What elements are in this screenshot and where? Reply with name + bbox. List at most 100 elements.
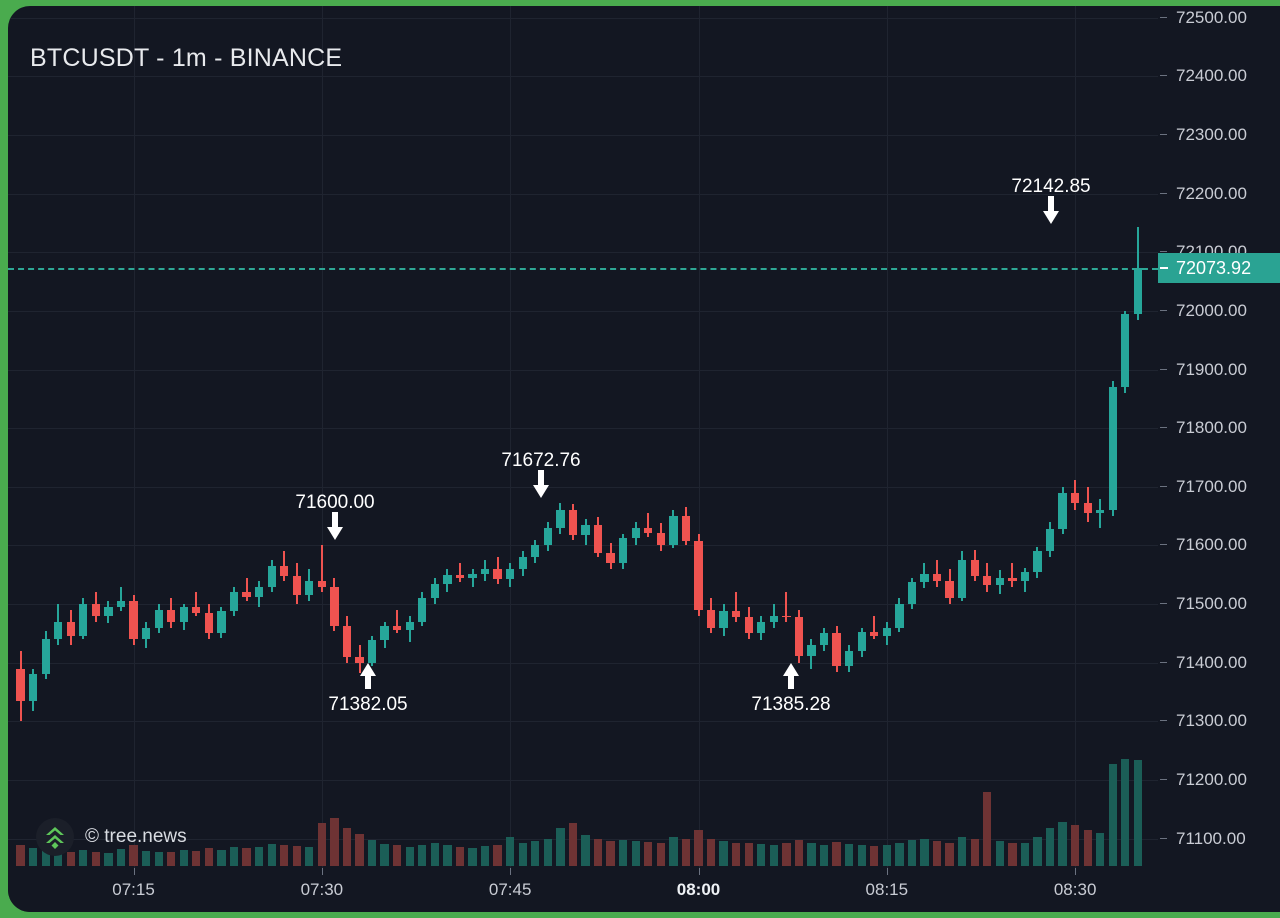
volume-bar bbox=[54, 849, 63, 866]
current-price-line bbox=[8, 267, 1158, 270]
candle-body bbox=[694, 540, 703, 610]
candle-body bbox=[468, 573, 477, 578]
candle-body bbox=[317, 580, 326, 587]
volume-bar bbox=[292, 846, 301, 866]
badge-dash-icon bbox=[1160, 266, 1168, 269]
volume-bar bbox=[807, 843, 816, 866]
arrow-down-icon bbox=[324, 512, 346, 542]
volume-bar bbox=[28, 848, 38, 866]
price-axis-tick-label: 71700.00 bbox=[1176, 476, 1247, 496]
volume-bar bbox=[305, 846, 314, 866]
current-price-value: 72073.92 bbox=[1176, 257, 1252, 278]
price-tick-dash-icon bbox=[1160, 75, 1167, 77]
candle-body bbox=[920, 573, 929, 582]
volume-bar bbox=[1096, 833, 1105, 866]
price-axis-tick: 71800.00 bbox=[1158, 418, 1280, 438]
grid-line-horizontal bbox=[8, 721, 1158, 723]
volume-bar bbox=[480, 846, 490, 866]
volume-bar bbox=[920, 838, 929, 866]
volume-bar bbox=[556, 827, 565, 866]
price-tick-dash-icon bbox=[1160, 837, 1167, 839]
candle-wick bbox=[245, 577, 248, 602]
volume-bar bbox=[267, 844, 276, 866]
volume-bar bbox=[141, 850, 151, 866]
volume-bar bbox=[631, 841, 640, 866]
price-axis-tick: 71100.00 bbox=[1158, 829, 1280, 849]
volume-bar bbox=[593, 838, 603, 866]
candle-body bbox=[970, 560, 979, 576]
candle-body bbox=[1058, 492, 1067, 530]
price-tick-dash-icon bbox=[1160, 192, 1167, 194]
volume-bar bbox=[958, 837, 967, 866]
price-axis-tick: 71900.00 bbox=[1158, 360, 1280, 380]
candle-wick bbox=[195, 592, 198, 616]
volume-bar bbox=[619, 839, 628, 866]
price-axis[interactable]: 72500.0072400.0072300.0072200.0072100.00… bbox=[1158, 6, 1280, 868]
price-tick-dash-icon bbox=[1160, 309, 1167, 311]
candle-body bbox=[167, 609, 176, 622]
volume-bar bbox=[468, 848, 477, 866]
price-tick-dash-icon bbox=[1160, 485, 1167, 487]
volume-bar bbox=[167, 852, 176, 866]
price-tick-dash-icon bbox=[1160, 779, 1167, 781]
candle-body bbox=[330, 586, 339, 627]
candle-body bbox=[593, 524, 603, 553]
volume-bar bbox=[1133, 760, 1143, 866]
candle-body bbox=[66, 621, 75, 637]
grid-line-horizontal bbox=[8, 662, 1158, 664]
candle-wick bbox=[471, 568, 474, 587]
candle-body bbox=[543, 527, 552, 546]
grid-line-horizontal bbox=[8, 428, 1158, 430]
candle-body bbox=[581, 524, 590, 535]
candle-body bbox=[744, 617, 753, 634]
grid-line-vertical bbox=[510, 6, 511, 868]
chart-plot-area[interactable]: 72142.85 71672.76 71600.00 71382.05 71385.28 bbox=[8, 6, 1158, 868]
watermark-text: © tree.news bbox=[85, 826, 187, 847]
candle-body bbox=[719, 611, 728, 628]
candle-body bbox=[669, 516, 678, 546]
candle-body bbox=[280, 566, 289, 576]
volume-bar bbox=[41, 846, 50, 866]
volume-bar bbox=[16, 844, 25, 866]
candle-wick bbox=[936, 560, 939, 587]
volume-bar bbox=[154, 851, 163, 866]
candle-body bbox=[267, 566, 276, 587]
volume-bar bbox=[832, 841, 841, 866]
price-axis-tick-label: 72500.00 bbox=[1176, 7, 1247, 27]
candle-body bbox=[179, 607, 188, 622]
candle-wick bbox=[320, 545, 323, 593]
candle-body bbox=[531, 545, 540, 558]
candle-body bbox=[455, 574, 465, 578]
candle-body bbox=[254, 586, 264, 598]
price-tick-dash-icon bbox=[1160, 251, 1167, 253]
candle-body bbox=[1008, 577, 1017, 581]
chart-title: BTCUSDT - 1m - BINANCE bbox=[30, 44, 343, 72]
candle-body bbox=[958, 560, 967, 599]
volume-bar bbox=[757, 844, 766, 866]
volume-bar bbox=[380, 844, 389, 866]
candle-wick bbox=[873, 615, 876, 640]
annotation-label: 71382.05 bbox=[328, 694, 408, 715]
volume-bar bbox=[418, 844, 427, 866]
time-axis-tick-label: 08:15 bbox=[865, 880, 909, 899]
volume-bar bbox=[543, 838, 552, 866]
price-tick-dash-icon bbox=[1160, 427, 1167, 429]
volume-bar bbox=[1121, 758, 1130, 866]
volume-bar bbox=[644, 841, 653, 866]
price-axis-tick-label: 71600.00 bbox=[1176, 535, 1247, 555]
volume-bar bbox=[706, 838, 716, 866]
volume-bar bbox=[1045, 827, 1055, 866]
time-axis[interactable]: 07:15 07:30 07:45 08:00 08:15 08:30 bbox=[8, 868, 1280, 912]
price-axis-tick-label: 71900.00 bbox=[1176, 359, 1247, 379]
current-price-badge: 72073.92 bbox=[1158, 252, 1280, 283]
volume-bar bbox=[882, 845, 891, 866]
watermark: © tree.news bbox=[36, 818, 187, 856]
grid-line-horizontal bbox=[8, 76, 1158, 78]
candle-wick bbox=[735, 592, 738, 622]
volume-bar bbox=[870, 846, 879, 866]
annotation-label: 72142.85 bbox=[1011, 176, 1091, 197]
candle-body bbox=[870, 632, 879, 637]
volume-bar bbox=[1108, 764, 1117, 866]
volume-bar bbox=[895, 842, 904, 866]
